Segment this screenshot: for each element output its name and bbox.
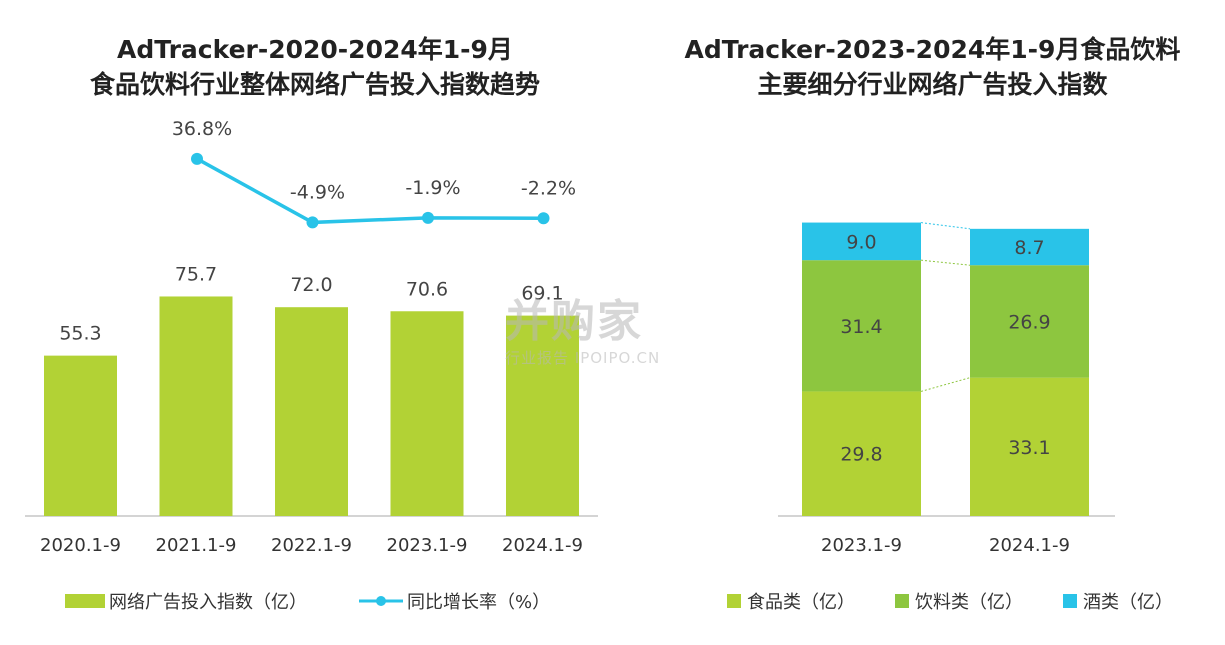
growth-rate-point [537, 212, 550, 225]
watermark-logo-text: 并购家 [505, 296, 643, 347]
left-x-tick-label: 2020.1-9 [40, 535, 121, 556]
stacked-segment-label: 8.7 [1014, 237, 1044, 259]
legend-swatch-line [359, 596, 403, 606]
stacked-segment [802, 391, 921, 516]
index-bar-label: 70.6 [406, 278, 448, 300]
right-chart-title-line-1: AdTracker-2023-2024年1-9月食品饮料 [684, 35, 1181, 64]
legend-swatch-liquor [1063, 594, 1077, 608]
legend-label-beverage: 饮料类（亿） [915, 592, 1023, 613]
index-bar-label: 72.0 [290, 274, 332, 296]
stacked-segment [970, 377, 1089, 516]
legend-label-growth: 同比增长率（%） [407, 592, 551, 613]
left-x-tick-label: 2021.1-9 [156, 535, 237, 556]
legend-swatch-beverage [895, 594, 909, 608]
right-x-tick-label: 2023.1-9 [821, 535, 902, 556]
legend-label-index: 网络广告投入指数（亿） [109, 592, 307, 613]
growth-rate-point [306, 216, 319, 229]
growth-rate-point [191, 152, 203, 165]
legend-label-liquor: 酒类（亿） [1083, 592, 1173, 613]
left-x-tick-label: 2023.1-9 [387, 535, 468, 556]
stacked-segment-label: 26.9 [1008, 311, 1050, 333]
stacked-segment [802, 222, 921, 261]
left-chart-title: AdTracker-2020-2024年1-9月 食品饮料行业整体网络广告投入指… [30, 32, 600, 102]
index-bar-label: 55.3 [59, 323, 101, 345]
left-x-tick-label: 2022.1-9 [271, 535, 352, 556]
stack-connector-line [920, 259, 971, 266]
legend-item-index: 网络广告投入指数（亿） [65, 588, 307, 614]
right-legend: 食品类（亿） 饮料类（亿） 酒类（亿） [727, 588, 1213, 614]
growth-rate-point [422, 211, 434, 224]
stacked-segment [802, 260, 921, 392]
legend-item-food: 食品类（亿） [727, 588, 855, 614]
growth-rate-label: -4.9% [290, 181, 345, 203]
legend-swatch-food [727, 594, 741, 608]
stacked-segment-label: 31.4 [840, 316, 882, 338]
growth-rate-label: -2.2% [521, 177, 576, 199]
legend-item-beverage: 饮料类（亿） [895, 588, 1023, 614]
stacked-segment-label: 33.1 [1008, 437, 1050, 459]
right-x-tick-label: 2024.1-9 [989, 535, 1070, 556]
legend-item-liquor: 酒类（亿） [1063, 588, 1173, 614]
watermark-subtext: 行业报告 IPOIPO.CN [505, 349, 661, 367]
growth-rate-line [196, 157, 544, 225]
stacked-segment [970, 228, 1089, 266]
growth-rate-label: 36.8% [172, 118, 232, 140]
index-bar-label: 75.7 [175, 263, 217, 285]
stack-connector-line [920, 222, 971, 230]
index-bar [44, 355, 117, 516]
stack-connector-line [920, 377, 971, 392]
legend-swatch-bar [65, 594, 105, 608]
index-bar [506, 315, 579, 516]
stacked-segment-label: 9.0 [846, 231, 876, 253]
right-chart-title: AdTracker-2023-2024年1-9月食品饮料 主要细分行业网络广告投… [640, 32, 1225, 102]
left-legend: 网络广告投入指数（亿） 同比增长率（%） [65, 588, 590, 614]
stacked-segment [970, 265, 1089, 378]
legend-label-food: 食品类（亿） [747, 592, 855, 613]
stacked-segment-label: 29.8 [840, 444, 882, 466]
watermark: 并购家 行业报告 IPOIPO.CN [505, 285, 660, 368]
left-x-tick-label: 2024.1-9 [502, 535, 583, 556]
index-bar [275, 307, 348, 516]
growth-rate-label: -1.9% [405, 177, 460, 199]
left-chart-title-line-1: AdTracker-2020-2024年1-9月 [117, 35, 513, 64]
left-chart-title-line-2: 食品饮料行业整体网络广告投入指数趋势 [89, 70, 540, 99]
index-bar-label: 69.1 [521, 283, 563, 305]
index-bar [390, 311, 464, 516]
legend-item-growth: 同比增长率（%） [357, 588, 550, 614]
index-bar [159, 296, 233, 516]
right-chart-title-line-2: 主要细分行业网络广告投入指数 [757, 70, 1108, 99]
